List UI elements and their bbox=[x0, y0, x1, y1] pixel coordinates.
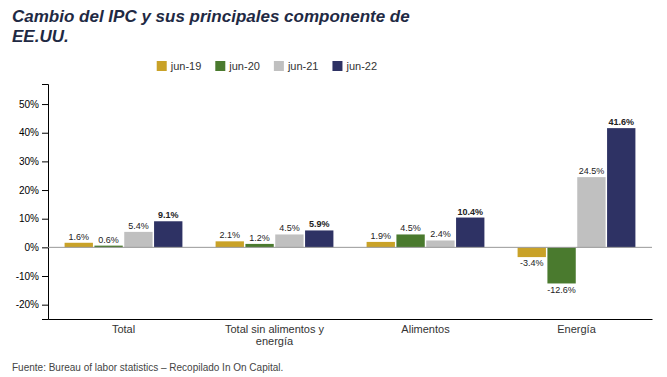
x-tick-label: Total bbox=[112, 323, 135, 335]
data-label: -3.4% bbox=[520, 258, 544, 268]
legend-swatch bbox=[332, 61, 342, 71]
annotation: Fuente: Bureau of labor statistics – Rec… bbox=[12, 362, 283, 373]
bar-series bbox=[124, 177, 605, 247]
legend-item: jun-20 bbox=[215, 60, 260, 72]
y-axis-line bbox=[42, 85, 49, 320]
data-label: 1.9% bbox=[371, 231, 392, 241]
y-tick: -10% bbox=[16, 271, 48, 282]
y-tick-mark bbox=[42, 247, 48, 248]
data-label: 5.4% bbox=[128, 221, 149, 231]
data-label: 9.1% bbox=[158, 210, 179, 220]
data-label: 2.1% bbox=[220, 230, 241, 240]
data-label: 41.6% bbox=[608, 117, 634, 127]
y-tick-label: 50% bbox=[19, 99, 39, 110]
data-label: 5.9% bbox=[309, 219, 330, 229]
y-tick-mark bbox=[42, 276, 48, 277]
zero-line bbox=[48, 247, 652, 248]
y-tick-mark bbox=[42, 190, 48, 191]
legend-item: jun-21 bbox=[274, 60, 319, 72]
y-tick: -20% bbox=[16, 299, 48, 310]
y-tick-label: 20% bbox=[19, 185, 39, 196]
bar bbox=[367, 242, 395, 247]
x-tick-label: Alimentos bbox=[401, 323, 450, 335]
bar bbox=[577, 177, 605, 247]
y-tick-label: 0% bbox=[25, 242, 40, 253]
bar-series bbox=[154, 128, 635, 247]
data-label: -12.6% bbox=[547, 285, 576, 295]
y-tick-mark bbox=[42, 305, 48, 306]
x-tick: Alimentos bbox=[401, 323, 450, 335]
title: Cambio del IPC y sus principales compone… bbox=[12, 7, 410, 46]
data-label: 4.5% bbox=[400, 223, 421, 233]
bar bbox=[305, 230, 333, 247]
y-tick: 30% bbox=[19, 156, 48, 167]
bar bbox=[547, 247, 575, 283]
legend-item: jun-22 bbox=[332, 60, 377, 72]
x-tick: Total sin alimentos yenergía bbox=[225, 323, 325, 348]
x-tick: Total bbox=[112, 323, 135, 335]
bar bbox=[124, 232, 152, 247]
bar bbox=[65, 243, 93, 248]
x-axis: Total Total sin alimentos yenergía Aliment… bbox=[49, 320, 653, 348]
bar bbox=[245, 244, 273, 247]
x-axis-line bbox=[49, 319, 653, 320]
bar bbox=[396, 234, 424, 247]
y-tick-label: 10% bbox=[19, 213, 39, 224]
plot: -20% -10% 0% 10% 20% 30% 40% 50% Total Total sin … bbox=[16, 85, 653, 348]
legend-label: jun-21 bbox=[287, 60, 319, 72]
data-label: 24.5% bbox=[579, 166, 605, 176]
y-tick: 10% bbox=[19, 213, 48, 224]
bar bbox=[154, 221, 182, 247]
data-labels: 1.6% 2.1% 1.9% -3.4% 0.6% 1.2% 4.5% -12.6% 5.4% 4… bbox=[69, 117, 635, 295]
bar bbox=[456, 218, 484, 248]
y-tick: 20% bbox=[19, 185, 48, 196]
legend-label: jun-20 bbox=[228, 60, 260, 72]
y-tick-mark bbox=[42, 133, 48, 134]
bar bbox=[275, 234, 303, 247]
data-label: 10.4% bbox=[457, 207, 483, 217]
data-label: 1.6% bbox=[69, 232, 90, 242]
legend: jun-19 jun-20 jun-21 jun-22 bbox=[157, 60, 377, 72]
x-tick-label: Energía bbox=[557, 323, 596, 335]
bars bbox=[65, 128, 636, 283]
legend-swatch bbox=[274, 61, 284, 71]
y-tick-label: 30% bbox=[19, 156, 39, 167]
data-label: 2.4% bbox=[430, 229, 451, 239]
y-tick: 40% bbox=[19, 127, 48, 138]
y-tick-mark bbox=[42, 161, 48, 162]
bar bbox=[518, 247, 546, 257]
y-tick: 50% bbox=[19, 99, 48, 110]
legend-swatch bbox=[215, 61, 225, 71]
legend-swatch bbox=[157, 61, 167, 71]
data-label: 1.2% bbox=[249, 233, 270, 243]
y-tick: 0% bbox=[25, 242, 48, 253]
y-tick-mark bbox=[42, 219, 48, 220]
y-tick-label: 40% bbox=[19, 127, 39, 138]
bar bbox=[216, 241, 244, 247]
x-tick: Energía bbox=[557, 323, 596, 335]
y-tick-mark bbox=[42, 104, 48, 105]
y-axis: -20% -10% 0% 10% 20% 30% 40% 50% bbox=[16, 85, 49, 320]
y-tick-label: -20% bbox=[16, 299, 39, 310]
legend-label: jun-19 bbox=[170, 60, 202, 72]
chart: Cambio del IPC y sus principales compone… bbox=[0, 0, 667, 377]
y-tick-label: -10% bbox=[16, 271, 39, 282]
data-label: 0.6% bbox=[98, 235, 119, 245]
x-tick-label: Total sin alimentos yenergía bbox=[225, 323, 325, 348]
bar bbox=[607, 128, 635, 247]
bar bbox=[426, 240, 454, 247]
legend-label: jun-22 bbox=[345, 60, 377, 72]
data-label: 4.5% bbox=[279, 223, 300, 233]
legend-item: jun-19 bbox=[157, 60, 202, 72]
